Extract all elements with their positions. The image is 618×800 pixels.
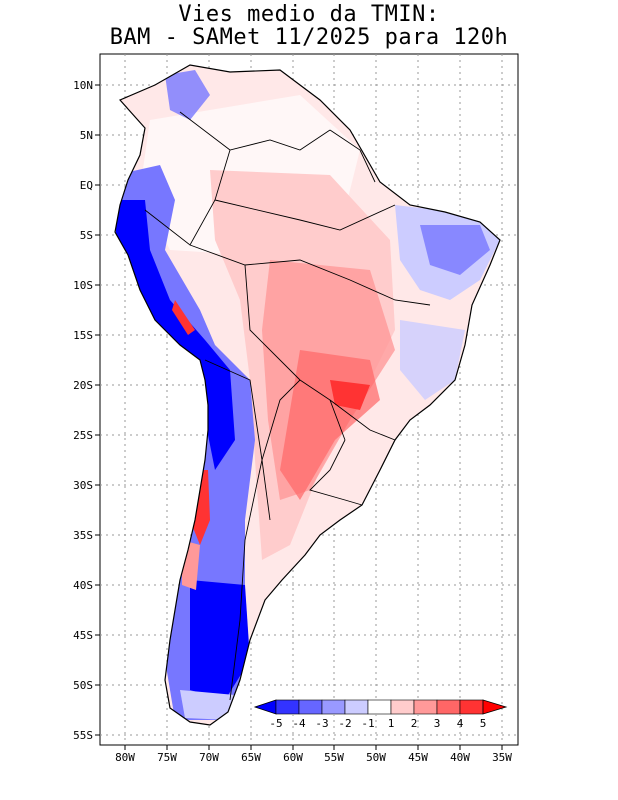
lat-label: 45S	[73, 629, 93, 642]
colorbar-label: 1	[388, 717, 395, 730]
lat-label: 15S	[73, 329, 93, 342]
lat-label: 10N	[73, 79, 93, 92]
map-title-line2: BAM - SAMet 11/2025 para 120h	[109, 25, 509, 50]
lon-label: 50W	[366, 751, 386, 764]
colorbar-bin	[275, 699, 300, 715]
lat-label: 25S	[73, 429, 93, 442]
lat-label: 5N	[80, 129, 93, 142]
colorbar-bin	[367, 699, 392, 715]
colorbar-label: 3	[434, 717, 441, 730]
colorbar-label: 2	[411, 717, 418, 730]
lat-label: 50S	[73, 679, 93, 692]
colorbar-bin	[436, 699, 461, 715]
colorbar: -5 -4 -3 -2 -1 1 2 3 4 5	[253, 699, 508, 730]
colorbar-label: -1	[361, 717, 374, 730]
colorbar-bin	[344, 699, 369, 715]
colorbar-bin	[413, 699, 438, 715]
lon-label: 55W	[324, 751, 344, 764]
lon-label: 40W	[450, 751, 470, 764]
lat-label: 5S	[80, 229, 93, 242]
colorbar-label: -2	[338, 717, 351, 730]
lon-label: 45W	[408, 751, 428, 764]
map-title-line1: Vies medio da TMIN:	[178, 2, 440, 27]
lon-label: 75W	[157, 751, 177, 764]
lat-label: 20S	[73, 379, 93, 392]
lat-label: 55S	[73, 729, 93, 742]
lon-label: 60W	[283, 751, 303, 764]
lon-label: 70W	[199, 751, 219, 764]
lon-label: 65W	[241, 751, 261, 764]
colorbar-label: -5	[269, 717, 282, 730]
longitude-labels: 80W 75W 70W 65W 60W 55W 50W 45W 40W 35W	[115, 751, 512, 764]
lon-label: 35W	[492, 751, 512, 764]
lat-label: 40S	[73, 579, 93, 592]
latitude-labels: 10N 5N EQ 5S 10S 15S 20S 25S 30S 35S 40S…	[73, 79, 93, 742]
colorbar-label: -4	[292, 717, 306, 730]
colorbar-bin	[298, 699, 323, 715]
lat-label: EQ	[80, 179, 93, 192]
colorbar-bin	[459, 699, 484, 715]
colorbar-right-arrow	[482, 699, 508, 715]
colorbar-bin	[390, 699, 415, 715]
lat-label: 10S	[73, 279, 93, 292]
country-borders	[144, 111, 431, 701]
colorbar-label: 4	[457, 717, 464, 730]
lat-label: 35S	[73, 529, 93, 542]
colorbar-label: -3	[315, 717, 328, 730]
bias-field	[115, 65, 500, 725]
colorbar-bin	[321, 699, 346, 715]
lat-label: 30S	[73, 479, 93, 492]
axis-ticks	[95, 84, 503, 750]
colorbar-label: 5	[480, 717, 487, 730]
lon-label: 80W	[115, 751, 135, 764]
